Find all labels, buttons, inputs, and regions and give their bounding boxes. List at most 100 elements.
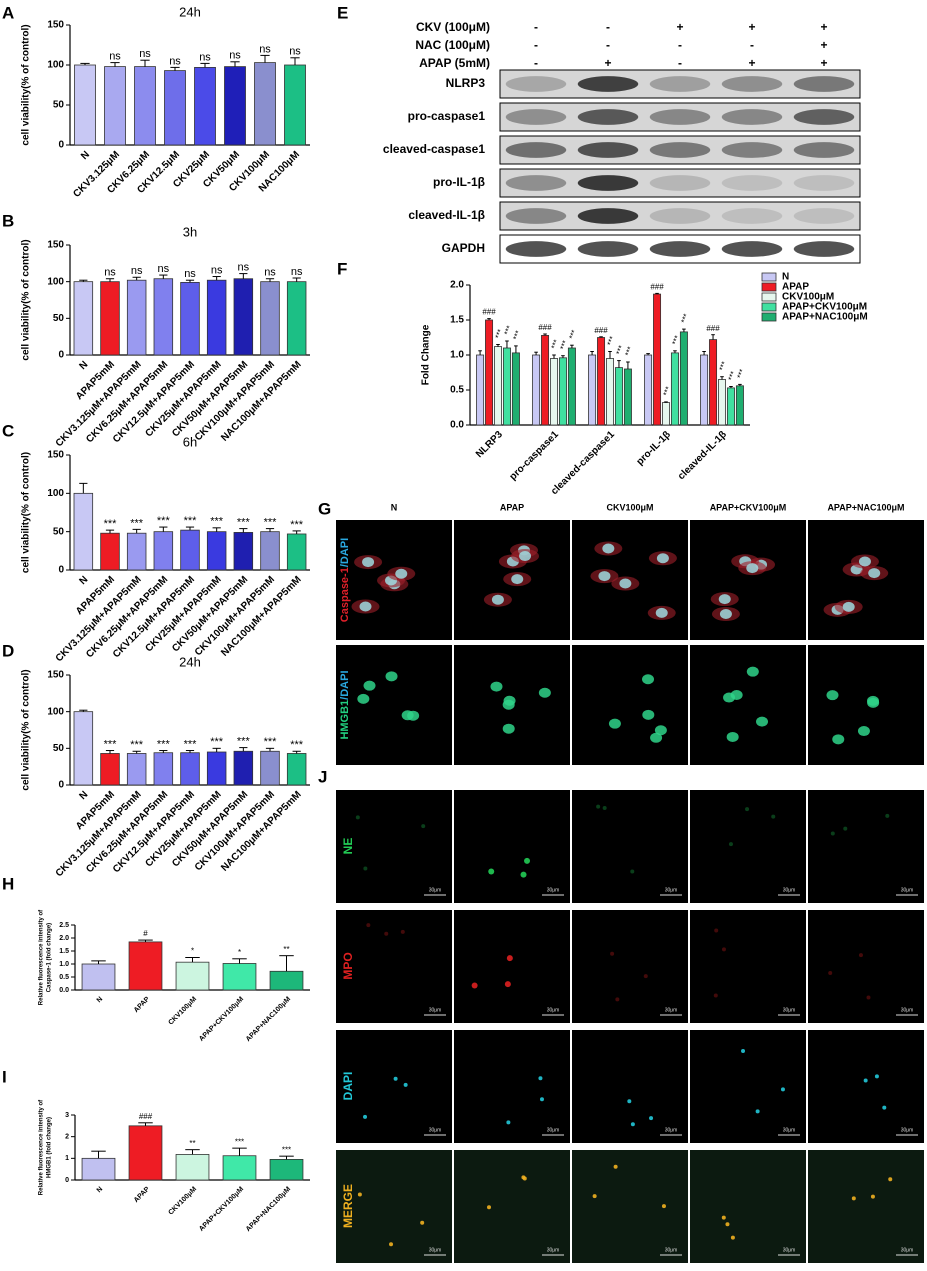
row-label: MERGE	[341, 1184, 355, 1228]
bar	[73, 281, 94, 356]
condition-sign: -	[678, 56, 682, 70]
bar	[286, 281, 307, 356]
stain-spot	[885, 813, 890, 818]
blot-band	[793, 109, 855, 125]
x-tick-label: NLRP3	[474, 429, 505, 460]
stain-spot	[830, 831, 835, 836]
stain-spot	[725, 1222, 730, 1227]
bar	[74, 64, 96, 146]
band-label: pro-IL-1β	[433, 175, 485, 189]
bar	[644, 354, 653, 426]
nucleus	[826, 690, 839, 701]
chart-title: 6h	[183, 434, 197, 449]
bar	[224, 66, 246, 146]
stain-spot	[874, 1074, 879, 1079]
row-label-stain: Caspase-1	[339, 567, 351, 622]
significance: ns	[139, 48, 151, 60]
blot-band	[721, 208, 783, 224]
bar	[718, 379, 726, 426]
scale-bar-label: 30μm	[783, 1247, 796, 1253]
x-tick-label: N	[77, 574, 90, 587]
bar	[180, 529, 200, 571]
bar	[653, 293, 662, 426]
blot-band	[793, 241, 855, 257]
bar	[286, 753, 307, 786]
x-tick-label: APAP	[133, 996, 152, 1015]
significance: ns	[131, 265, 143, 277]
significance: ###	[139, 1112, 153, 1121]
y-tick-label: 0	[58, 565, 64, 576]
blot-band	[793, 208, 855, 224]
bar	[104, 66, 126, 146]
nucleus	[857, 726, 870, 737]
significance: ***	[567, 329, 579, 341]
y-tick-label: 0	[58, 780, 64, 791]
nucleus	[746, 563, 759, 574]
blot-band	[505, 109, 567, 125]
micrograph	[336, 1150, 452, 1263]
significance: ns	[238, 262, 250, 274]
condition-sign: -	[678, 38, 682, 52]
significance: ***	[735, 368, 747, 380]
significance: ***	[184, 738, 198, 750]
y-tick-label: 2.0	[450, 280, 464, 291]
bar	[233, 750, 254, 786]
x-tick-label: pro-IL-1β	[635, 429, 673, 467]
blot-band	[721, 142, 783, 158]
condition-sign: +	[820, 56, 827, 70]
significance: ns	[169, 55, 181, 67]
scale-bar-label: 30μm	[783, 1127, 796, 1133]
micrograph	[572, 790, 688, 903]
blot-band	[721, 76, 783, 92]
significance: ***	[104, 738, 118, 750]
bar	[128, 1125, 163, 1181]
stain-spot	[539, 1097, 544, 1102]
nucleus	[858, 556, 871, 567]
stain-spot	[522, 1176, 527, 1181]
condition-sign: +	[820, 20, 827, 34]
y-tick-label: 50	[53, 313, 65, 324]
bar	[726, 387, 735, 426]
significance: ***	[184, 515, 198, 527]
column-label: APAP+NAC100μM	[827, 502, 904, 512]
stain-spot	[524, 857, 531, 864]
stain-spot	[393, 1076, 398, 1081]
blot-band	[721, 241, 783, 257]
stain-spot	[355, 815, 360, 820]
stain-spot	[863, 1078, 868, 1083]
y-tick-label: 1.0	[59, 961, 69, 968]
y-tick-label: 0	[58, 140, 64, 151]
nucleus	[359, 601, 372, 612]
y-tick-label: 2.5	[59, 922, 69, 929]
stain-spot	[745, 807, 750, 812]
blot-band	[505, 175, 567, 191]
significance: ***	[210, 736, 224, 748]
y-tick-label: 3	[65, 1112, 69, 1119]
nucleus	[650, 732, 663, 743]
blot-band	[649, 76, 711, 92]
stain-spot	[661, 1204, 666, 1209]
significance: ***	[623, 346, 635, 358]
scale-bar-label: 30μm	[429, 1247, 442, 1253]
stain-spot	[420, 1220, 425, 1225]
bar	[153, 278, 174, 356]
y-tick-label: 0.5	[59, 974, 69, 981]
x-tick-label: APAP+CKV100μM	[198, 996, 245, 1043]
significance: ***	[237, 517, 251, 529]
condition-sign: +	[604, 56, 611, 70]
significance: ***	[614, 344, 626, 356]
legend-label: CKV100μM	[782, 292, 834, 303]
significance: ns	[264, 267, 276, 279]
bar	[180, 752, 200, 786]
scale-bar-label: 30μm	[783, 887, 796, 893]
bar	[233, 532, 254, 571]
stain-spot	[363, 1114, 368, 1119]
stain-spot	[730, 1235, 735, 1240]
blot-band	[505, 76, 567, 92]
bar	[206, 751, 227, 786]
condition-sign: -	[750, 38, 754, 52]
y-tick-label: 100	[47, 60, 64, 71]
bar	[260, 750, 280, 786]
bar	[254, 62, 276, 146]
